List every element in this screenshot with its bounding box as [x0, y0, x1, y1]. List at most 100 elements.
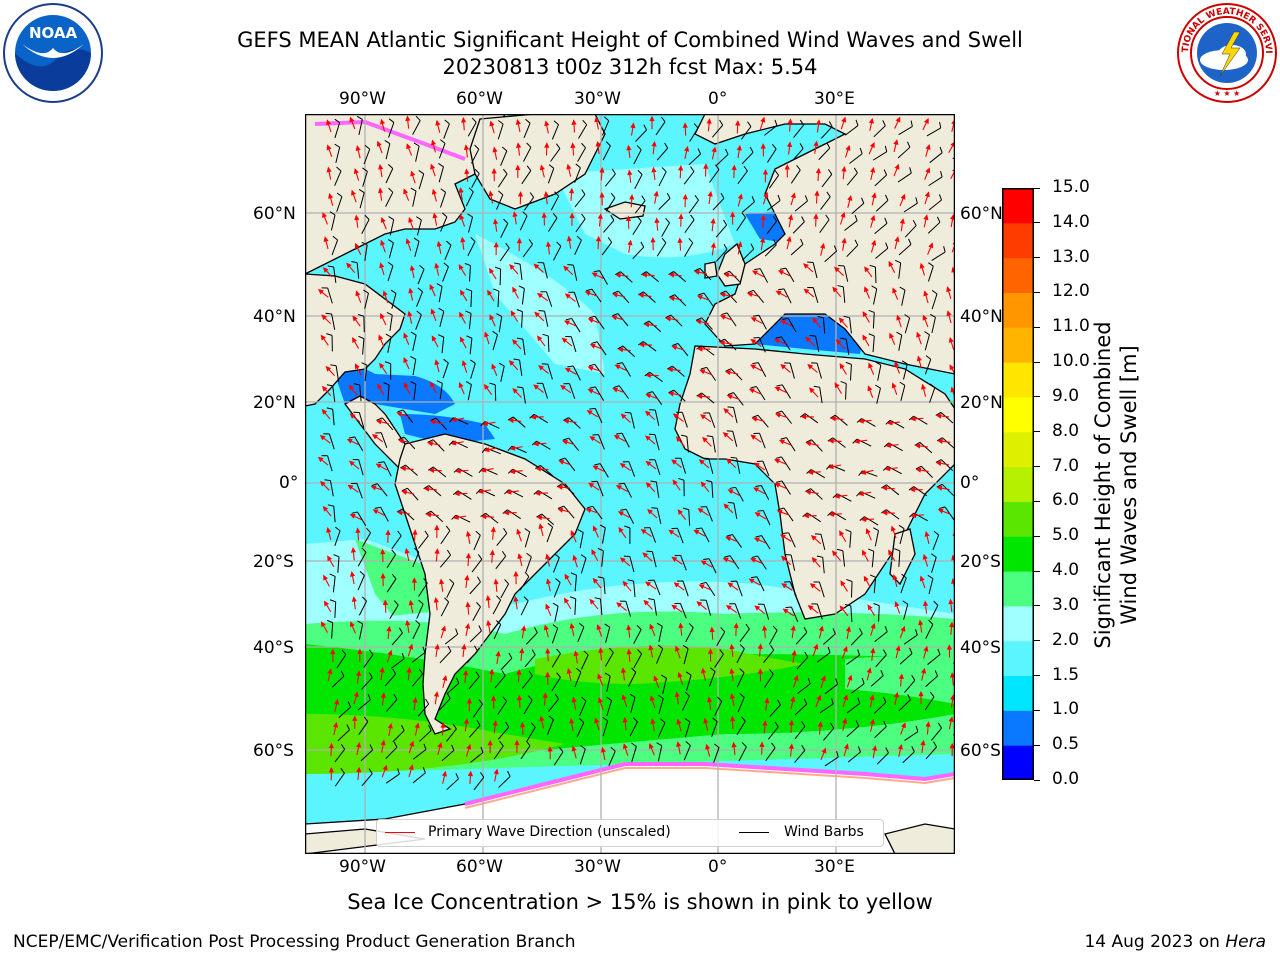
wind-barb-staff [849, 317, 852, 334]
wave-direction-arrowhead [672, 413, 679, 419]
wave-direction-arrowhead [323, 236, 329, 243]
wind-barb-flag [627, 579, 634, 582]
wave-direction-arrowhead [677, 509, 683, 515]
wind-barb-staff [412, 190, 417, 207]
wind-barb-flag [507, 468, 513, 474]
wave-direction-arrowhead [586, 410, 593, 416]
wind-barb-staff [715, 249, 728, 262]
wave-direction-arrowhead [821, 747, 827, 754]
wave-direction-arrowhead [746, 291, 753, 298]
wind-barb-flag [477, 576, 481, 583]
wave-direction-arrowhead [781, 583, 788, 589]
wind-barb-flag [712, 717, 718, 723]
wind-barb-staff [633, 581, 636, 598]
wind-barb-flag [714, 743, 720, 748]
wave-direction-arrowhead [404, 547, 410, 554]
wind-barb-staff [716, 154, 729, 166]
wind-barb-flag [940, 171, 943, 178]
wind-barb-flag [576, 667, 582, 673]
wind-barb-staff [547, 719, 554, 735]
wind-barb-flag [614, 271, 621, 276]
wind-barb-flag [710, 667, 716, 672]
wave-direction-arrowhead [748, 578, 755, 584]
wave-direction-arrowhead [830, 416, 836, 422]
wave-direction-arrowhead [566, 235, 572, 242]
wind-barb-flag [800, 238, 804, 245]
wind-barb-flag [427, 439, 434, 443]
wind-barb-flag [528, 670, 533, 677]
wind-barb-flag [556, 241, 562, 247]
wind-barb-flag [840, 337, 847, 340]
wind-barb-staff [767, 726, 779, 740]
wind-barb-flag [784, 581, 791, 583]
wind-barb-flag [567, 365, 574, 368]
wave-direction-arrowhead [922, 314, 928, 321]
wind-barb-staff [362, 171, 368, 187]
wind-barb-staff [387, 337, 392, 353]
wind-barb-staff [657, 745, 663, 762]
wind-barb-staff [416, 603, 424, 619]
wind-barb-staff [357, 699, 371, 711]
wave-direction-arrowhead [560, 384, 566, 391]
wind-barb-flag [929, 691, 935, 698]
wave-direction-arrowhead [615, 272, 621, 278]
wave-direction-arrowhead [815, 167, 822, 174]
wind-barb-staff [331, 313, 336, 330]
wind-barb-staff [485, 512, 499, 524]
wind-barb-staff [599, 598, 603, 615]
wave-direction-arrowhead [515, 164, 521, 171]
wave-direction-arrowhead [430, 139, 437, 146]
wind-barb-staff [601, 120, 610, 136]
wave-direction-arrowhead [405, 115, 411, 122]
wave-direction-arrowhead [923, 117, 929, 124]
wind-barb-flag [665, 314, 672, 319]
wave-direction-arrowhead [786, 236, 792, 243]
wind-barb-staff [795, 631, 808, 645]
wave-direction-arrowhead [356, 766, 362, 773]
wind-barb-staff [442, 362, 449, 379]
wind-barb-flag [480, 512, 486, 518]
wave-direction-arrowhead [693, 529, 700, 535]
wind-barb-flag [364, 214, 370, 220]
wave-direction-arrowhead [530, 414, 537, 420]
wind-barb-flag [507, 770, 511, 777]
wave-direction-arrowhead [677, 671, 683, 678]
wave-direction-arrowhead [650, 718, 656, 725]
wind-barb-staff [620, 271, 633, 283]
wind-barb-flag [334, 118, 340, 124]
wave-direction-arrowhead [600, 746, 606, 753]
wind-barb-staff [928, 176, 943, 187]
wave-direction-arrowhead [483, 447, 490, 453]
wave-direction-arrowhead [870, 622, 876, 629]
wave-direction-arrowhead [464, 168, 470, 175]
wave-direction-arrowhead [622, 580, 629, 587]
wind-barb-flag [368, 672, 373, 678]
wave-direction-arrowhead [599, 167, 605, 173]
wind-barb-flag [915, 629, 918, 636]
wind-barb-staff [577, 626, 585, 643]
wind-barb-staff [925, 675, 938, 687]
wind-barb-flag [882, 465, 888, 471]
wind-barb-flag [908, 238, 912, 245]
wave-direction-arrowhead [509, 468, 516, 475]
wave-direction-arrowhead [774, 482, 781, 488]
wind-barb-flag [533, 490, 539, 495]
wave-direction-arrowhead [910, 416, 916, 422]
wind-barb-staff [622, 362, 631, 377]
wave-direction-arrowhead [949, 742, 955, 749]
wind-barb-staff [331, 239, 339, 256]
wind-barb-staff [522, 339, 526, 356]
wind-barb-staff [497, 291, 500, 308]
wave-direction-arrowhead [653, 675, 659, 682]
wind-barb-staff [634, 200, 646, 214]
wind-barb-flag [398, 436, 405, 440]
wind-barb-staff [708, 671, 716, 687]
wave-direction-arrowhead [491, 363, 497, 370]
wave-direction-arrowhead [431, 188, 437, 195]
wind-barb-flag [346, 724, 350, 731]
wind-barb-staff [628, 672, 637, 687]
wave-direction-arrowhead [465, 552, 472, 559]
wave-direction-arrowhead [489, 120, 495, 127]
wind-barb-staff [546, 526, 554, 543]
wave-direction-arrowhead [328, 742, 334, 749]
